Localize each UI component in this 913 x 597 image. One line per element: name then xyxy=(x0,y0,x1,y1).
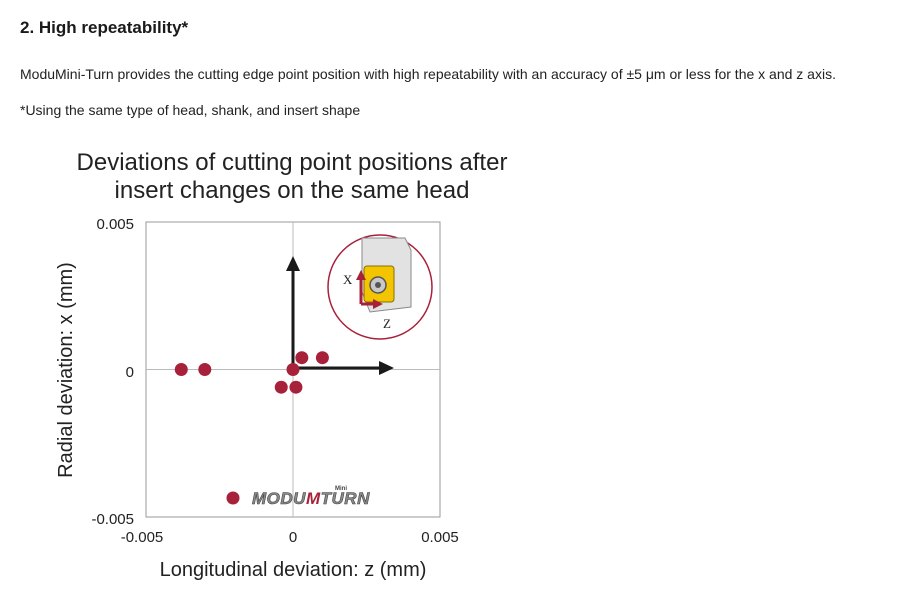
legend-brand-mini: Mini xyxy=(335,486,347,492)
x-axis-arrow-head xyxy=(286,256,300,271)
data-point-2 xyxy=(198,363,212,376)
chart-title-line-2: insert changes on the same head xyxy=(115,177,470,204)
y-tick-label-zero: 0 xyxy=(126,364,134,381)
inset-z-arrow-head xyxy=(373,299,383,309)
legend: MODUMTURN Mini xyxy=(226,486,370,508)
insert-screw-head xyxy=(375,282,381,288)
y-tick-label-top: 0.005 xyxy=(96,216,134,233)
data-point-6 xyxy=(274,380,288,394)
section-heading: 2. High repeatability* xyxy=(20,18,189,37)
inset-x-arrow-head xyxy=(356,270,366,280)
inset-z-label: Z xyxy=(383,316,391,331)
z-axis-arrow-head xyxy=(379,361,394,375)
data-point-5 xyxy=(286,363,300,376)
x-axis-label: Longitudinal deviation: z (mm) xyxy=(160,559,427,581)
x-tick-label-left: -0.005 xyxy=(121,529,164,546)
data-point-3 xyxy=(295,351,309,365)
legend-marker xyxy=(226,491,240,505)
section-footnote: *Using the same type of head, shank, and… xyxy=(20,102,361,118)
data-point-7 xyxy=(289,380,303,394)
data-point-1 xyxy=(174,363,188,376)
legend-brand-logo: MODUMTURN xyxy=(252,489,370,508)
section-description: ModuMini-Turn provides the cutting edge … xyxy=(20,66,836,82)
data-points xyxy=(174,351,329,394)
x-tick-label-right: 0.005 xyxy=(421,529,459,546)
inset-x-label: X xyxy=(343,272,353,287)
y-tick-label-bottom: -0.005 xyxy=(91,511,134,528)
x-tick-label-zero: 0 xyxy=(289,529,297,546)
chart-title-line-1: Deviations of cutting point positions af… xyxy=(77,149,508,176)
tool-inset: X Z xyxy=(327,234,433,340)
y-axis-label: Radial deviation: x (mm) xyxy=(55,262,77,478)
data-point-4 xyxy=(315,351,329,365)
